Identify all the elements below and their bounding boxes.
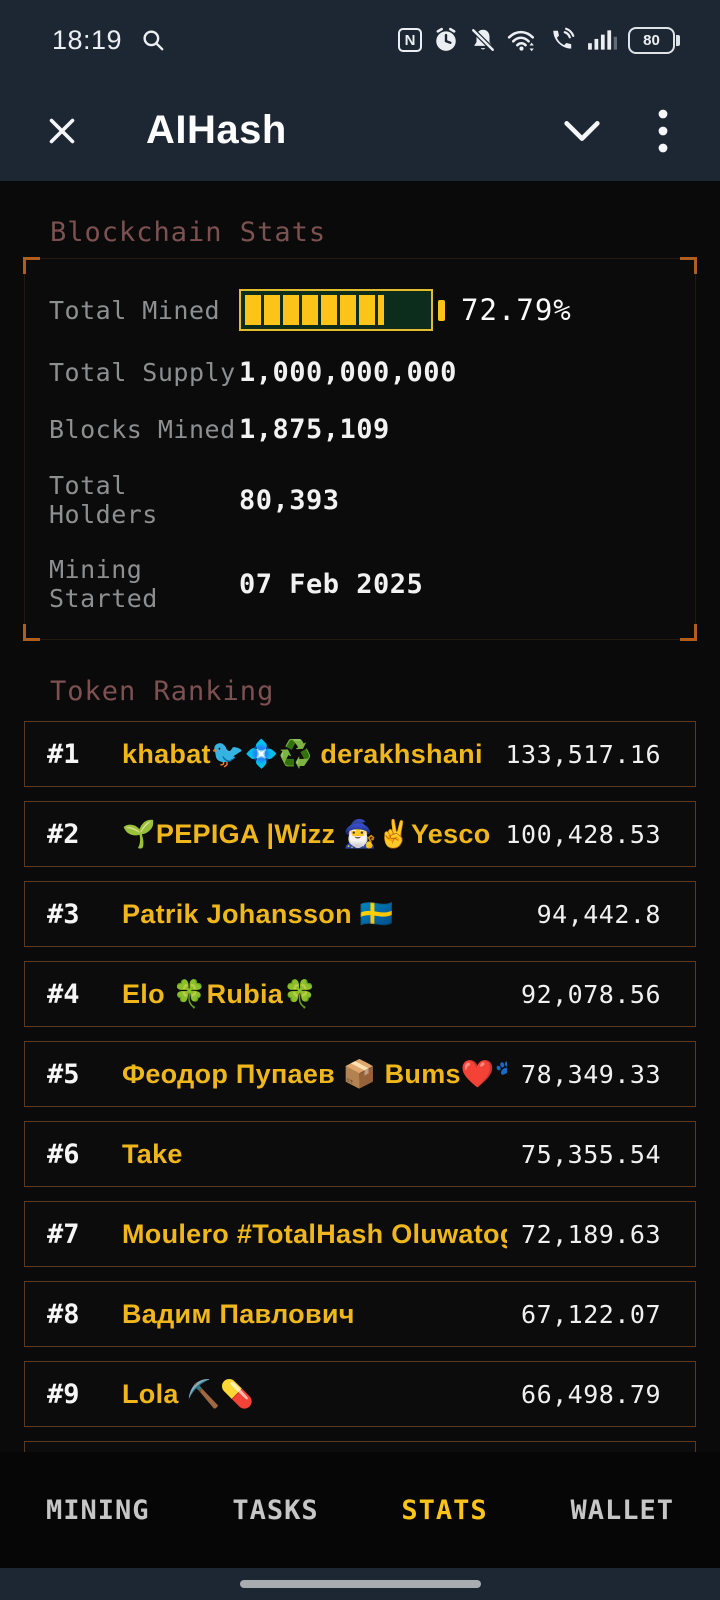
nav-tab[interactable]: MINING (46, 1494, 150, 1526)
panel-corner (23, 624, 40, 641)
home-gesture-pill[interactable] (239, 1580, 481, 1588)
token-value: 100,428.53 (505, 819, 661, 849)
token-value: 66,498.79 (521, 1379, 661, 1409)
stat-label: Total Supply (49, 358, 236, 387)
token-ranking-title: Token Ranking (50, 676, 275, 707)
wifi-calling-icon (548, 27, 576, 53)
token-name: Вадим Павлович (122, 1298, 355, 1329)
panel-corner (680, 257, 697, 274)
total-mined-progress-bar: 72.79% (239, 289, 572, 331)
bottom-nav: MINING TASKS STATS WALLET (0, 1452, 720, 1568)
page-title: AIHash (146, 108, 287, 152)
token-value: 92,078.56 (521, 979, 661, 1009)
rank-number: #8 (47, 1298, 80, 1330)
main-content: Blockchain Stats Total Mined 72.79% (0, 181, 720, 1452)
rank-number: #5 (47, 1058, 80, 1090)
nfc-icon: N (398, 28, 422, 52)
token-value: 78,349.33 (521, 1059, 661, 1089)
rank-number: #2 (47, 818, 80, 850)
chevron-down-icon[interactable] (556, 111, 608, 151)
token-name: Lola ⛏️💊 (122, 1379, 255, 1409)
stat-label: Mining Started (49, 555, 158, 613)
ranking-row[interactable]: #2 🌱PEPIGA |Wizz 🧙‍♂️✌️Yescoiner 🗝️N… 10… (24, 801, 696, 867)
nav-tab[interactable]: WALLET (570, 1494, 674, 1526)
token-value: 72,189.63 (521, 1219, 661, 1249)
battery-icon: 80 (628, 26, 680, 54)
ranking-row[interactable]: #1 khabat🐦💠♻️ derakhshani 133,517.16 (24, 721, 696, 787)
status-bar: 18:19 N (0, 0, 720, 80)
stat-label: Total Mined (49, 295, 221, 325)
stat-row: Mining Started 07 Feb 2025 (49, 555, 671, 613)
ranking-row[interactable]: #7 Moulero #TotalHash Oluwatogni @… 72,1… (24, 1201, 696, 1267)
stat-value: 1,000,000,000 (239, 357, 457, 388)
stat-row: Total Holders 80,393 (49, 471, 671, 529)
app-header: AIHash (0, 80, 720, 181)
rank-number: #9 (47, 1378, 80, 1410)
stat-value: 07 Feb 2025 (239, 568, 424, 600)
stat-row: Total Supply 1,000,000,000 (49, 357, 671, 388)
ranking-row[interactable]: #8 Вадим Павлович 67,122.07 (24, 1281, 696, 1347)
token-value: 94,442.8 (536, 899, 661, 929)
ranking-row[interactable]: #3 Patrik Johansson 🇸🇪 94,442.8 (24, 881, 696, 947)
close-button[interactable] (42, 111, 82, 151)
gesture-bar (0, 1568, 720, 1600)
token-name: Moulero #TotalHash Oluwatogni @… (122, 1218, 507, 1249)
stat-row: Blocks Mined 1,875,109 (49, 414, 671, 445)
rank-number: #6 (47, 1138, 80, 1170)
search-icon[interactable] (140, 27, 166, 53)
panel-corner (680, 624, 697, 641)
stat-label: Blocks Mined (49, 415, 236, 444)
token-name: Elo 🍀Rubia🍀 (122, 979, 318, 1009)
token-ranking-list: #1 khabat🐦💠♻️ derakhshani 133,517.16 #2 … (24, 721, 696, 1452)
overflow-menu-icon[interactable] (648, 107, 678, 155)
ranking-row[interactable]: #5 Феодор Пупаев 📦 Bums❤️🐾⛏️Hive… 78,349… (24, 1041, 696, 1107)
signal-icon (587, 27, 617, 53)
rank-number: #1 (47, 738, 80, 770)
token-name: 🌱PEPIGA |Wizz 🧙‍♂️✌️Yescoiner 🗝️N… (122, 819, 491, 849)
bell-off-icon (470, 27, 496, 53)
nav-tab[interactable]: STATS (401, 1494, 488, 1526)
stat-row-total-mined: Total Mined 72.79% (49, 289, 671, 331)
rank-number: #4 (47, 978, 80, 1010)
wifi-icon (507, 27, 537, 53)
rank-number: #7 (47, 1218, 80, 1250)
stat-value: 1,875,109 (239, 414, 390, 445)
token-value: 67,122.07 (521, 1299, 661, 1329)
token-name: khabat🐦💠♻️ derakhshani (122, 739, 483, 769)
stat-value: 80,393 (239, 484, 340, 516)
blockchain-stats-panel: Total Mined 72.79% Total Supply 1,000,00… (23, 257, 697, 641)
token-value: 133,517.16 (505, 739, 661, 769)
ranking-row[interactable]: #4 Elo 🍀Rubia🍀 92,078.56 (24, 961, 696, 1027)
token-name: Take (122, 1138, 183, 1169)
battery-level: 80 (628, 26, 675, 54)
alarm-icon (433, 27, 459, 53)
total-mined-percent: 72.79% (461, 293, 572, 327)
ranking-row[interactable]: #6 Take 75,355.54 (24, 1121, 696, 1187)
ranking-row[interactable]: #10 Hemen ✌️Yescoiner Tkd 65,860.78 (24, 1441, 696, 1452)
stat-label: Total Holders (49, 471, 158, 529)
token-name: Феодор Пупаев 📦 Bums❤️🐾⛏️Hive… (122, 1059, 507, 1089)
nav-tab[interactable]: TASKS (232, 1494, 319, 1526)
ranking-row[interactable]: #9 Lola ⛏️💊 66,498.79 (24, 1361, 696, 1427)
token-value: 75,355.54 (521, 1139, 661, 1169)
token-name: Patrik Johansson 🇸🇪 (122, 899, 394, 929)
clock: 18:19 (52, 24, 123, 55)
panel-corner (23, 257, 40, 274)
blockchain-stats-title: Blockchain Stats (50, 217, 327, 248)
rank-number: #3 (47, 898, 80, 930)
